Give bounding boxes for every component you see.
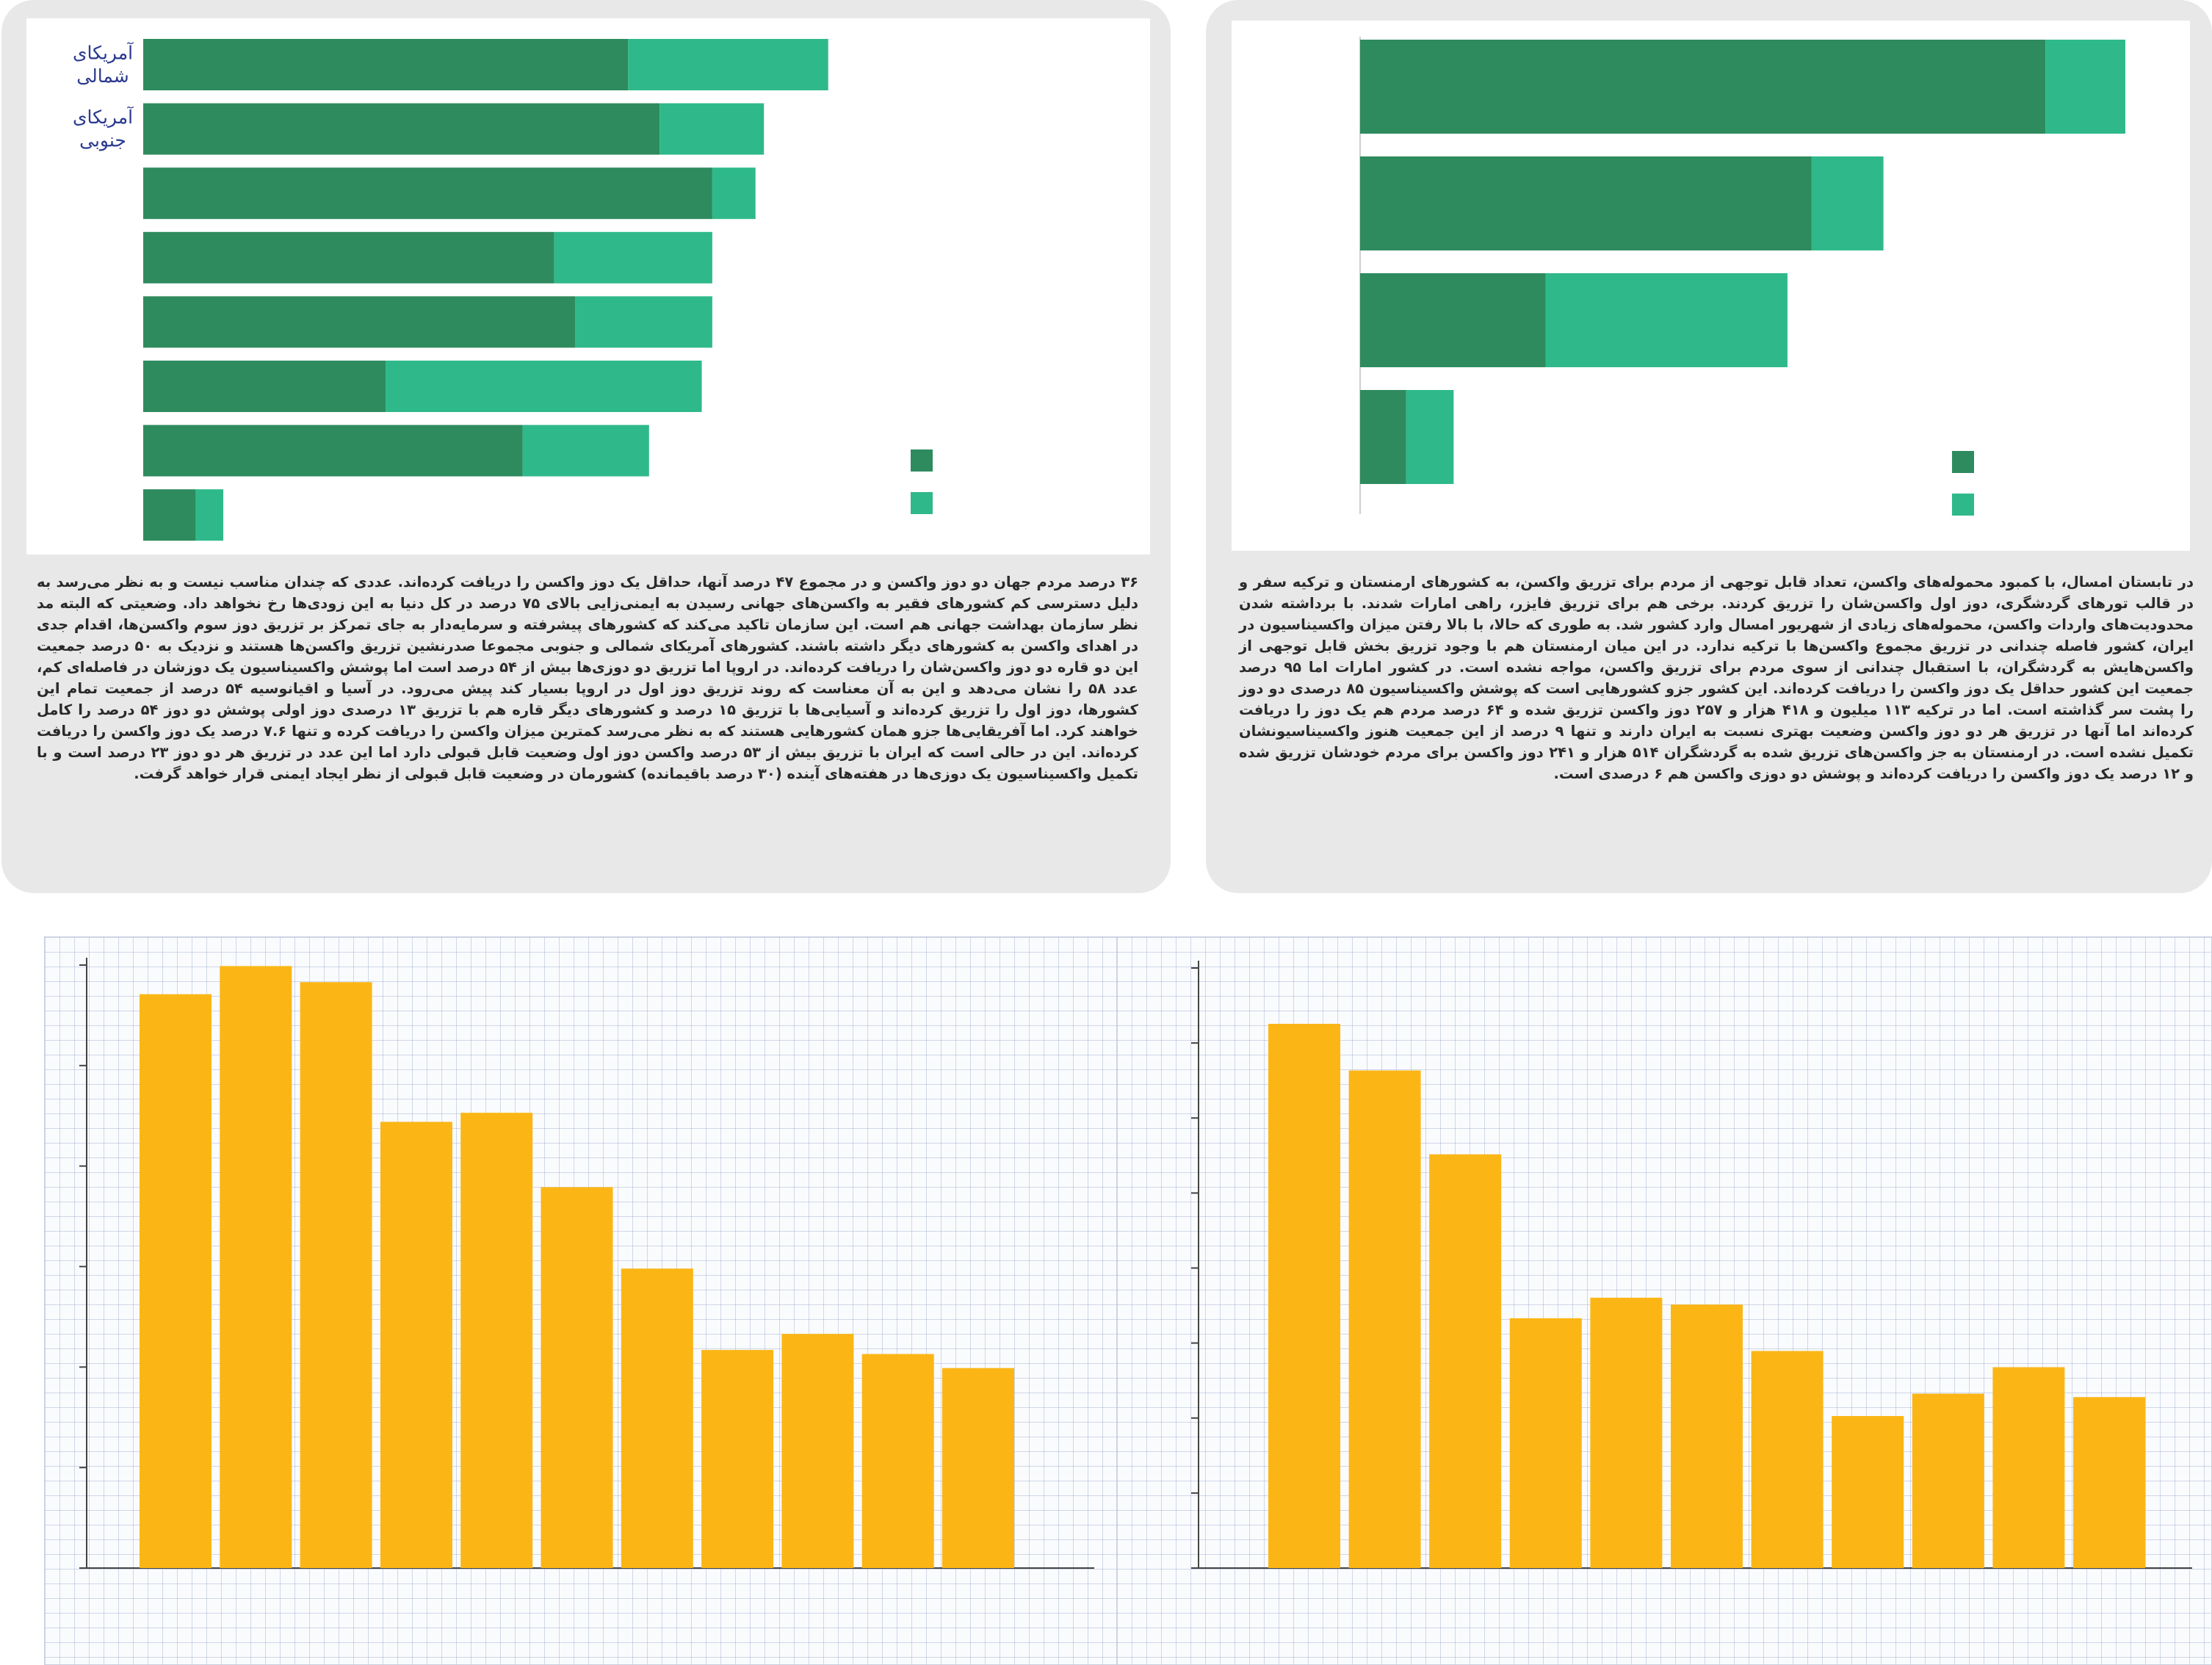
bar (1268, 1024, 1340, 1568)
bar (1992, 1367, 2065, 1568)
legend-swatch-one-dose (911, 492, 933, 514)
category-label: آمریکای جنوبی (73, 106, 134, 151)
bar-one-dose (386, 361, 702, 412)
bar-one-dose (628, 39, 828, 90)
regions-vaccination-chart: آمریکای شمالی آمریکای جنوبی (73, 39, 933, 541)
bar (1751, 1351, 1824, 1568)
bar (1832, 1415, 1904, 1568)
bar (140, 994, 212, 1568)
bar-two-dose (143, 231, 554, 283)
bar (1348, 1070, 1421, 1568)
bar (1509, 1318, 1582, 1568)
bar-one-dose (522, 425, 649, 477)
bar-two-dose (1360, 390, 1406, 484)
bar-one-dose (575, 296, 712, 348)
bar-one-dose (1406, 390, 1454, 484)
bar-one-dose (712, 167, 756, 220)
bar (2073, 1397, 2145, 1568)
bar-two-dose (143, 489, 196, 541)
bar-one-dose (1545, 273, 1788, 367)
bar (541, 1187, 613, 1568)
bar-two-dose (143, 425, 523, 477)
countries-vaccination-chart (1359, 37, 2126, 516)
bar-two-dose (143, 103, 660, 155)
bar (621, 1268, 693, 1568)
bar-one-dose (1811, 156, 1884, 250)
bar (1912, 1393, 1984, 1568)
bar-two-dose (1360, 40, 2046, 134)
bar (781, 1334, 854, 1568)
bar-one-dose (2045, 40, 2126, 134)
legend-swatch-two-dose (1952, 451, 1974, 473)
bar-two-dose (143, 296, 576, 348)
category-label: آمریکای شمالی (73, 42, 134, 87)
bar (1590, 1297, 1663, 1568)
legend-swatch-two-dose (911, 449, 933, 472)
daily-deaths-chart (79, 958, 1094, 1569)
bar (460, 1113, 533, 1568)
bar-two-dose (143, 167, 712, 220)
bar (1429, 1154, 1502, 1568)
bar-one-dose (659, 103, 765, 155)
countries-description: در تابستان امسال، با کمبود محموله‌های وا… (1239, 574, 2194, 782)
bar (300, 982, 372, 1568)
bar (701, 1350, 774, 1568)
bar-two-dose (1360, 156, 1812, 250)
bar-one-dose (554, 231, 712, 283)
bar (220, 966, 292, 1568)
legend-swatch-one-dose (1952, 494, 1974, 516)
bar (380, 1122, 452, 1568)
bar (1671, 1304, 1743, 1568)
bar-two-dose (1360, 273, 1546, 367)
regions-description: ۳۶ درصد مردم جهان دو دوز واکسن و در مجمو… (37, 574, 1139, 782)
bar-one-dose (195, 489, 224, 541)
bar (942, 1368, 1014, 1568)
bar (861, 1354, 934, 1568)
bar-two-dose (143, 361, 386, 412)
bar-two-dose (143, 39, 629, 90)
